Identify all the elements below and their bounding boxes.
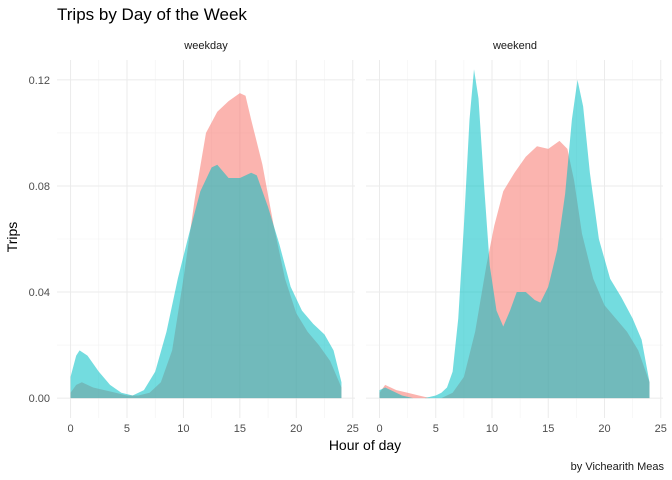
panel-areas [70, 93, 342, 399]
density-area-teal [379, 69, 650, 399]
y-tick-label: 0.00 [29, 393, 50, 405]
y-axis-title: Trips [4, 222, 20, 253]
y-tick-label: 0.08 [29, 181, 50, 193]
density-area-teal [70, 164, 342, 399]
x-tick-label: 0 [376, 423, 382, 435]
y-tick-label: 0.04 [29, 287, 50, 299]
x-axis-title: Hour of day [329, 437, 401, 453]
panel-x-ticks: 0 5 10 15 20 25 [67, 423, 358, 435]
panel-strip-label-weekend: weekend [492, 40, 537, 52]
x-tick-label: 0 [67, 423, 73, 435]
x-tick-label: 5 [124, 423, 130, 435]
panel-areas [379, 69, 650, 399]
x-tick-label: 25 [347, 423, 359, 435]
x-tick-label: 20 [598, 423, 610, 435]
panel-strip-label-weekday: weekday [183, 40, 228, 52]
x-tick-label: 25 [655, 423, 667, 435]
x-tick-label: 10 [177, 423, 189, 435]
x-tick-label: 15 [542, 423, 554, 435]
panel-weekend: weekend 0 5 10 15 20 25 [366, 40, 667, 435]
x-tick-label: 20 [290, 423, 302, 435]
panel-weekday: weekday 0 5 10 15 20 25 [57, 40, 359, 435]
x-tick-label: 5 [433, 423, 439, 435]
x-tick-label: 15 [234, 423, 246, 435]
x-tick-label: 10 [486, 423, 498, 435]
y-tick-label: 0.12 [29, 75, 50, 87]
chart-title: Trips by Day of the Week [57, 5, 247, 24]
chart-caption: by Vichearith Meas [571, 461, 665, 473]
panel-x-ticks: 0 5 10 15 20 25 [376, 423, 666, 435]
y-axis-ticks: 0.00 0.04 0.08 0.12 [29, 75, 50, 405]
